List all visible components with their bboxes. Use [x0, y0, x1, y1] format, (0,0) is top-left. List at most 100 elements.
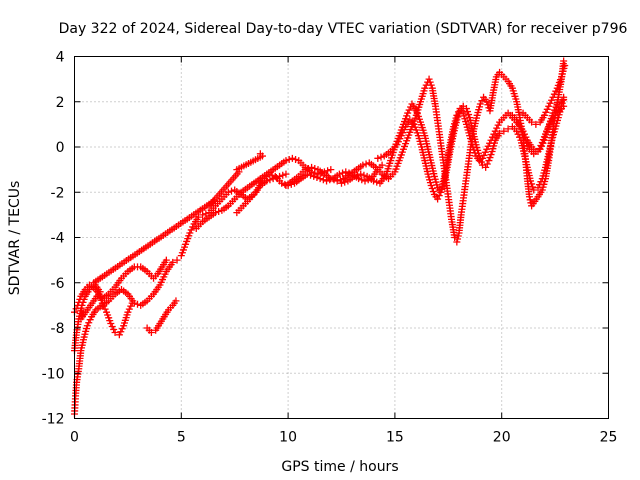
- data-point: [377, 153, 385, 161]
- y-axis-label: SDTVAR / TECUs: [7, 181, 23, 296]
- data-point: [478, 97, 486, 105]
- data-point: [335, 170, 343, 178]
- data-point: [470, 146, 478, 154]
- y-tick-label: -4: [51, 231, 65, 247]
- data-point: [552, 103, 560, 111]
- y-tick-label: 0: [56, 140, 65, 156]
- data-point: [124, 308, 132, 316]
- data-point: [532, 120, 540, 128]
- data-point: [526, 196, 534, 204]
- data-point: [537, 178, 545, 186]
- data-point: [186, 229, 194, 237]
- data-point: [199, 211, 207, 219]
- data-point: [374, 154, 382, 162]
- data-point: [313, 174, 321, 182]
- data-point: [330, 176, 338, 184]
- data-point: [355, 175, 363, 183]
- y-tick-label: 4: [56, 50, 65, 66]
- x-tick-label: 10: [279, 430, 297, 446]
- data-point: [357, 170, 365, 178]
- data-point: [339, 169, 347, 177]
- data-point: [527, 177, 535, 185]
- data-point: [485, 157, 493, 165]
- x-tick-label: 5: [177, 430, 186, 446]
- data-point: [481, 148, 489, 156]
- data-point: [546, 99, 554, 107]
- data-point: [504, 125, 512, 133]
- data-point: [202, 210, 210, 218]
- data-point: [471, 149, 479, 157]
- data-point: [484, 142, 492, 150]
- data-point: [405, 106, 413, 114]
- data-point: [333, 177, 341, 185]
- data-point: [536, 145, 544, 153]
- data-point: [397, 132, 405, 140]
- data-point: [128, 299, 136, 307]
- data-point: [72, 305, 80, 313]
- data-point: [553, 100, 561, 108]
- data-point: [534, 184, 542, 192]
- data-point: [341, 178, 349, 186]
- grid-lines: [74, 56, 609, 419]
- data-point: [494, 121, 502, 129]
- data-point: [538, 142, 546, 150]
- data-point: [100, 302, 108, 310]
- data-point: [265, 170, 273, 178]
- data-point: [327, 175, 335, 183]
- data-point: [519, 127, 527, 135]
- data-point: [354, 171, 362, 179]
- data-point: [428, 184, 436, 192]
- data-point: [560, 102, 568, 110]
- data-point: [278, 179, 286, 187]
- x-tick-label: 15: [386, 430, 404, 446]
- data-point: [147, 329, 155, 337]
- data-point: [560, 57, 568, 65]
- data-point: [83, 322, 91, 330]
- data-point: [530, 186, 538, 194]
- data-point: [453, 111, 461, 119]
- data-point: [426, 78, 434, 86]
- data-point: [378, 161, 386, 169]
- data-point: [101, 305, 109, 313]
- data-point: [558, 99, 566, 107]
- y-tick-label: -2: [51, 185, 65, 201]
- data-point: [559, 96, 567, 104]
- data-point: [304, 164, 312, 172]
- data-point: [552, 87, 560, 95]
- data-point: [500, 127, 508, 135]
- data-point: [75, 298, 83, 306]
- data-point: [327, 166, 335, 174]
- data-point: [490, 130, 498, 138]
- data-point: [74, 301, 82, 309]
- data-point: [400, 126, 408, 134]
- data-point: [528, 180, 536, 188]
- x-tick-label: 25: [600, 430, 618, 446]
- data-point: [404, 109, 412, 117]
- data-point: [454, 235, 462, 243]
- data-point: [476, 100, 484, 108]
- data-point: [421, 84, 429, 92]
- data-point: [542, 108, 550, 116]
- data-point: [396, 135, 404, 143]
- data-point: [85, 319, 93, 327]
- x-tick-labels: 0 5 10 15 20 25: [70, 430, 617, 446]
- data-point: [361, 177, 369, 185]
- y-tick-label: -6: [51, 276, 65, 292]
- data-point: [292, 155, 300, 163]
- y-tick-label: -10: [42, 366, 65, 382]
- data-point: [173, 256, 181, 264]
- data-point: [393, 141, 401, 149]
- data-point: [77, 315, 85, 323]
- data-point: [285, 155, 293, 163]
- data-point: [107, 319, 115, 327]
- data-point: [528, 118, 536, 126]
- data-point: [111, 329, 119, 337]
- data-point: [266, 176, 274, 184]
- data-point: [78, 312, 86, 320]
- data-point: [453, 238, 461, 246]
- data-point: [310, 172, 318, 180]
- chart-title: Day 322 of 2024, Sidereal Day-to-day VTE…: [59, 21, 628, 37]
- data-point: [540, 111, 548, 119]
- data-point: [550, 90, 558, 98]
- data-point: [435, 192, 443, 200]
